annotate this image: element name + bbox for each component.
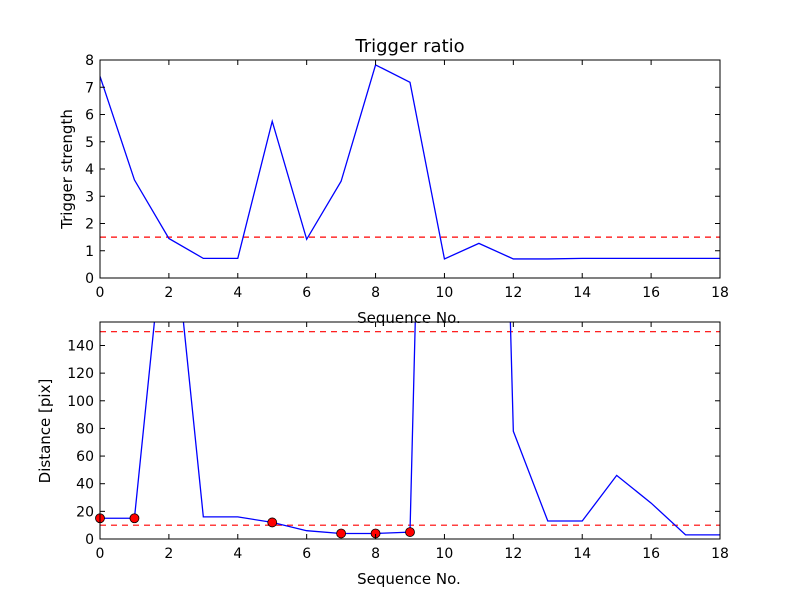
y-tick-label: 60 — [76, 449, 94, 465]
y-tick-label: 3 — [85, 189, 94, 205]
y-tick-label: 1 — [85, 244, 94, 260]
chart-title: Trigger ratio — [354, 36, 464, 57]
y-tick-label: 120 — [67, 366, 94, 382]
x-axis-label: Sequence No. — [357, 309, 461, 327]
y-tick-label: 100 — [67, 394, 94, 410]
data-point-marker — [267, 517, 278, 528]
x-tick-label: 12 — [504, 546, 522, 562]
x-tick-label: 4 — [233, 285, 242, 301]
series-line — [100, 63, 720, 260]
data-point-marker — [129, 513, 140, 524]
axes-frame — [99, 321, 721, 540]
x-tick-label: 0 — [96, 546, 105, 562]
x-tick-label: 10 — [436, 285, 454, 301]
y-tick-label: 8 — [85, 53, 94, 69]
x-tick-label: 14 — [573, 285, 591, 301]
x-tick-label: 10 — [436, 546, 454, 562]
x-tick-label: 16 — [642, 546, 660, 562]
x-tick-label: 2 — [164, 546, 173, 562]
y-tick-label: 0 — [85, 271, 94, 287]
x-tick-label: 14 — [573, 546, 591, 562]
x-tick-label: 16 — [642, 285, 660, 301]
y-tick-label: 2 — [85, 217, 94, 233]
x-tick-label: 18 — [711, 285, 729, 301]
y-tick-label: 40 — [76, 477, 94, 493]
x-tick-label: 6 — [302, 546, 311, 562]
data-point-marker — [336, 528, 347, 539]
y-tick-label: 5 — [85, 135, 94, 151]
x-tick-label: 18 — [711, 546, 729, 562]
y-tick-label: 0 — [85, 532, 94, 548]
y-tick-label: 4 — [85, 162, 94, 178]
distance-panel: Sequence No. Distance [pix] 0 2 4 6 8 10 12 14 1… — [36, 321, 729, 588]
y-tick-label: 80 — [76, 421, 94, 437]
x-tick-label: 6 — [302, 285, 311, 301]
x-tick-label: 8 — [371, 546, 380, 562]
y-tick-label: 6 — [85, 108, 94, 124]
x-tick-label: 8 — [371, 285, 380, 301]
y-axis-label: Trigger strength — [58, 109, 76, 230]
trigger-ratio-panel: Trigger ratio Sequence No. Trigger stren… — [58, 36, 729, 327]
x-axis-label: Sequence No. — [357, 570, 461, 588]
y-axis-label: Distance [pix] — [36, 379, 54, 484]
x-tick-label: 4 — [233, 546, 242, 562]
data-point-marker — [405, 527, 415, 537]
x-tick-label: 0 — [96, 285, 105, 301]
y-tick-label: 20 — [76, 504, 94, 520]
y-tick-label: 140 — [67, 338, 94, 354]
x-tick-label: 2 — [164, 285, 173, 301]
x-tick-label: 12 — [504, 285, 522, 301]
y-tick-label: 7 — [85, 80, 94, 96]
